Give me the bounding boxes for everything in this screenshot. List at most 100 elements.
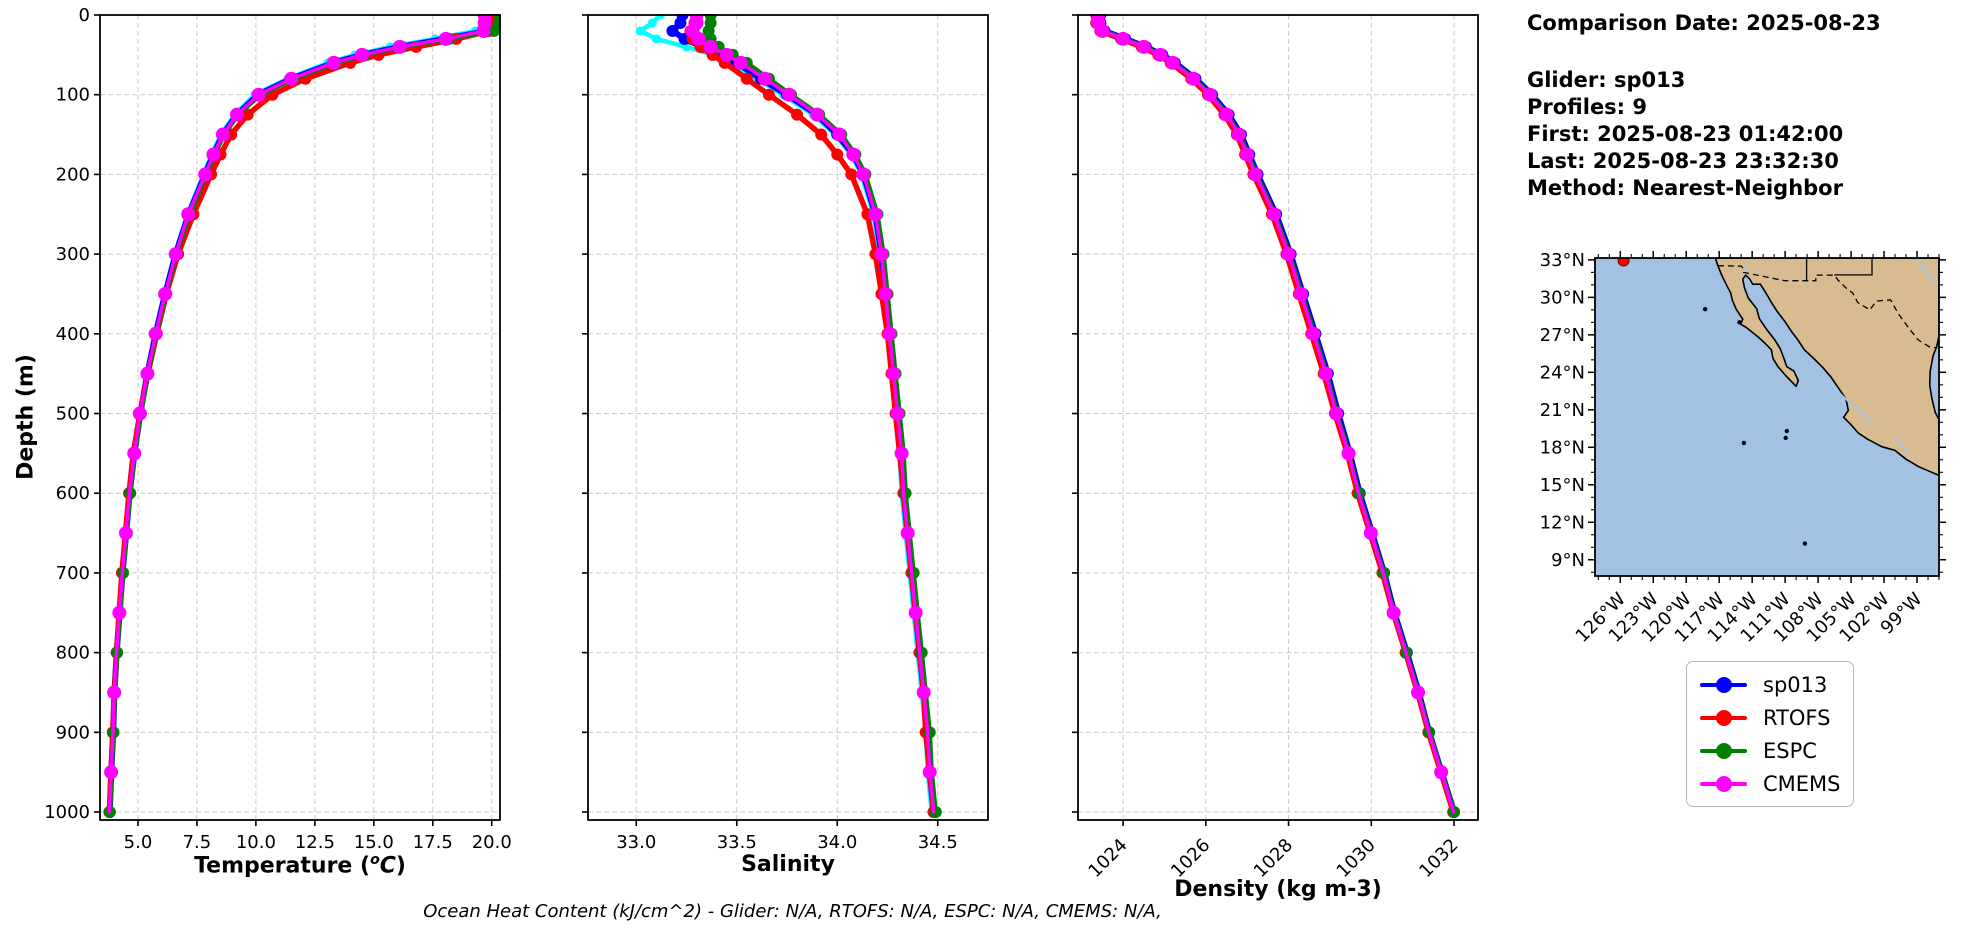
salinity-marker-CMEMS <box>894 446 909 461</box>
salinity-marker-sp013 <box>666 24 679 37</box>
temperature-xtick-label: 20.0 <box>472 832 512 853</box>
density-marker-CMEMS <box>1363 526 1378 541</box>
map-lat-label: 21°N <box>1540 400 1585 421</box>
density-marker-CMEMS <box>1341 446 1356 461</box>
depth-tick-label: 500 <box>56 404 90 425</box>
salinity-marker-RTOFS <box>762 88 775 101</box>
salinity-series <box>635 14 942 819</box>
salinity-marker-CMEMS <box>882 326 897 341</box>
salinity-marker-RTOFS <box>815 128 828 141</box>
density-xtick-label: 1026 <box>1167 835 1214 882</box>
density-panel: 1024 1026 1028 1030 1032 <box>1072 14 1479 882</box>
salinity-xtick-label: 34.5 <box>918 832 958 853</box>
density-grid <box>1078 15 1478 820</box>
density-marker-CMEMS <box>1231 127 1246 142</box>
temperature-marker-CMEMS <box>198 167 213 182</box>
salinity-marker-RTOFS <box>831 148 844 161</box>
salinity-marker-CMEMS <box>856 167 871 182</box>
density-marker-CMEMS <box>1386 605 1401 620</box>
density-marker-CMEMS <box>1306 326 1321 341</box>
legend: sp013 RTOFS ESPC CMEMS <box>1686 661 1854 807</box>
temperature-xtick-label: 10.0 <box>236 832 276 853</box>
salinity-marker-RTOFS <box>791 108 804 121</box>
legend-label: RTOFS <box>1763 705 1831 730</box>
salinity-frame <box>587 14 989 821</box>
salinity-marker-CMEMS <box>900 526 915 541</box>
depth-tick-label: 300 <box>56 244 90 265</box>
temperature-xtick-label: 17.5 <box>413 832 453 853</box>
legend-marker-dot <box>1715 775 1732 792</box>
legend-entry-cmems: CMEMS <box>1687 769 1853 799</box>
temperature-marker-CMEMS <box>230 107 245 122</box>
legend-line-sample <box>1700 742 1747 759</box>
location-map: 33°N30°N27°N24°N21°N18°N15°N12°N9°N126°W… <box>1540 250 1946 647</box>
temperature-marker-CMEMS <box>326 55 341 70</box>
map-island <box>1784 428 1789 434</box>
temperature-marker-ESPC <box>488 24 501 37</box>
map-lat-label: 30°N <box>1540 287 1585 308</box>
temperature-grid <box>100 15 500 820</box>
temperature-frame <box>99 14 501 821</box>
temperature-panel: 5.0 7.5 10.0 12.5 15.0 17.5 20.0 0 100 200 300 400 5… <box>44 5 512 853</box>
map-land <box>1714 258 1939 477</box>
temperature-marker-CMEMS <box>140 366 155 381</box>
salinity-xtick-label: 33.0 <box>616 832 656 853</box>
temperature-marker-CMEMS <box>355 47 370 62</box>
salinity-xtick-label: 33.5 <box>717 832 757 853</box>
temperature-marker-CMEMS <box>168 247 183 262</box>
density-xtick-label: 1024 <box>1084 835 1131 882</box>
salinity-marker-RTOFS <box>740 72 753 85</box>
salinity-marker-ESPC <box>923 726 936 739</box>
depth-tick-label: 1000 <box>44 802 90 823</box>
depth-tick-label: 700 <box>56 563 90 584</box>
last-profile-time: Last: 2025-08-23 23:32:30 <box>1527 149 1839 173</box>
temperature-axis-title-unit: C <box>379 853 396 879</box>
density-xtick-label: 1032 <box>1415 835 1462 882</box>
depth-tick-label: 200 <box>56 164 90 185</box>
map-lat-label: 27°N <box>1540 325 1585 346</box>
comparison-info-block: Comparison Date: 2025-08-23 Glider: sp01… <box>1527 10 1881 202</box>
density-xtick-label: 1030 <box>1333 835 1380 882</box>
legend-entry-sp013: sp013 <box>1687 670 1853 700</box>
map-island <box>1702 307 1708 312</box>
legend-entry-espc: ESPC <box>1687 736 1853 766</box>
glider-position-marker <box>1617 258 1630 267</box>
legend-marker-dot <box>1715 676 1732 693</box>
temperature-marker-CMEMS <box>392 39 407 54</box>
salinity-marker-CMEMS <box>868 207 883 222</box>
temperature-marker-CMEMS <box>284 71 299 86</box>
map-lat-label: 15°N <box>1540 475 1585 496</box>
map-island <box>1783 435 1788 441</box>
density-marker-CMEMS <box>1267 207 1282 222</box>
legend-marker-dot <box>1715 709 1732 726</box>
salinity-marker-CMEMS <box>810 107 825 122</box>
legend-line-sample <box>1700 775 1747 792</box>
density-axis-title: Density (kg m-3) <box>1174 877 1382 902</box>
temperature-marker-CMEMS <box>158 286 173 301</box>
density-frame <box>1077 14 1479 821</box>
ocean-heat-content-caption: Ocean Heat Content (kJ/cm^2) - Glider: N… <box>423 901 1162 922</box>
density-marker-CMEMS <box>1248 167 1263 182</box>
profiles-count: Profiles: 9 <box>1527 95 1648 119</box>
density-marker-CMEMS <box>1329 406 1344 421</box>
salinity-marker-glider-raw <box>635 26 645 36</box>
salinity-marker-CMEMS <box>733 55 748 70</box>
legend-entry-rtofs: RTOFS <box>1687 703 1853 733</box>
density-marker-CMEMS <box>1095 23 1110 38</box>
legend-label: sp013 <box>1763 672 1828 697</box>
depth-tick-label: 800 <box>56 643 90 664</box>
temperature-marker-CMEMS <box>107 685 122 700</box>
temperature-marker-CMEMS <box>181 207 196 222</box>
density-marker-CMEMS <box>1186 71 1201 86</box>
density-marker-CMEMS <box>1240 147 1255 162</box>
map-island <box>1802 541 1808 546</box>
temperature-xtick-label: 7.5 <box>183 832 212 853</box>
temperature-marker-CMEMS <box>438 31 453 46</box>
temperature-marker-CMEMS <box>127 446 142 461</box>
density-marker-CMEMS <box>1219 107 1234 122</box>
map-lat-label: 33°N <box>1540 250 1585 271</box>
density-marker-CMEMS <box>1116 31 1131 46</box>
temperature-axis-title: Temperature (oC) <box>194 852 406 878</box>
